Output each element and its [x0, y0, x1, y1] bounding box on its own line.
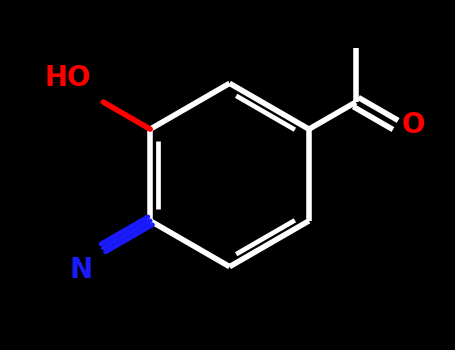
Text: HO: HO	[44, 64, 91, 92]
Text: O: O	[402, 111, 425, 139]
Text: N: N	[70, 256, 93, 284]
